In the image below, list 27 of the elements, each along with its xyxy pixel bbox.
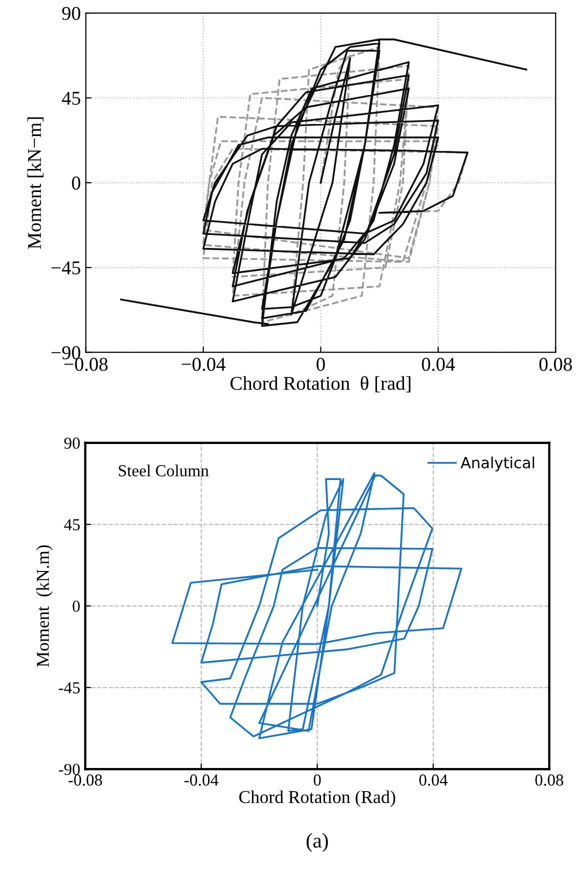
- y-tick-label: 90: [62, 6, 80, 20]
- x-tick-label: −0.08: [64, 358, 108, 371]
- annotation: Steel Column: [118, 464, 209, 476]
- x-tick-label: -0.04: [184, 774, 218, 786]
- text: (a): [306, 833, 328, 852]
- y-tick-label: 45: [62, 92, 80, 105]
- y-tick-label: −45: [52, 261, 80, 274]
- x-tick-label: 0: [314, 774, 321, 786]
- y-tick-label: 0: [72, 600, 80, 612]
- x-axis-title: Chord Rotation θ [rad]: [230, 376, 410, 392]
- y-tick-label: -90: [58, 764, 80, 776]
- x-tick-label: 0.08: [535, 774, 564, 786]
- y-axis-title: Moment (kN.m): [36, 545, 53, 667]
- x-tick-label: 0.08: [539, 358, 572, 371]
- y-tick-label: 90: [64, 438, 80, 449]
- x-tick-label: −0.04: [182, 358, 226, 371]
- x-axis-title: Chord Rotation (Rad): [239, 790, 396, 807]
- x-tick-label: -0.08: [68, 774, 102, 786]
- y-tick-label: −90: [52, 346, 80, 360]
- legend-label: Analytical: [460, 456, 534, 472]
- x-tick-label: 0.04: [422, 358, 455, 371]
- y-tick-label: 0: [72, 176, 80, 190]
- x-tick-label: 0: [316, 358, 325, 371]
- y-axis-title: Moment [kN−m]: [27, 117, 44, 249]
- x-tick-label: 0.04: [419, 774, 448, 786]
- y-tick-label: -45: [58, 682, 80, 694]
- y-tick-label: 45: [64, 519, 80, 530]
